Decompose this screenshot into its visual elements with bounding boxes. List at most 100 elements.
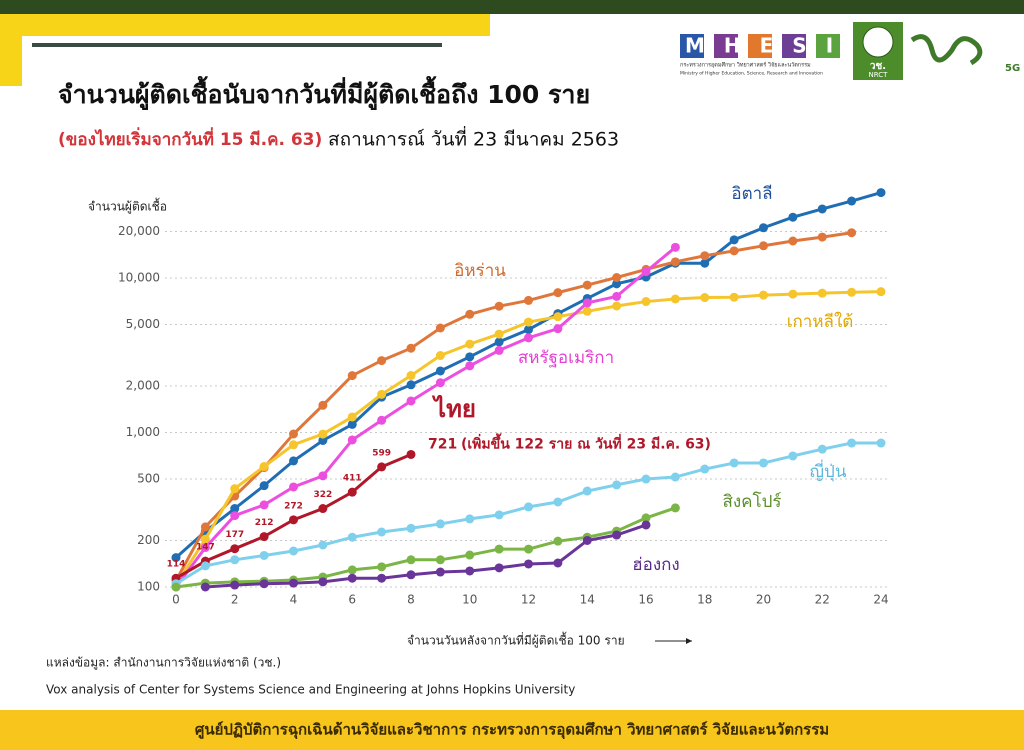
data-point [406, 570, 416, 580]
data-point [377, 562, 387, 572]
logo-box [782, 34, 806, 58]
data-point [494, 329, 504, 339]
data-point [553, 536, 563, 546]
data-point [377, 573, 387, 583]
data-label: 114 [167, 560, 186, 570]
data-point [524, 325, 533, 335]
data-label: 322 [313, 490, 332, 500]
data-point [494, 301, 504, 311]
data-point [670, 294, 680, 304]
data-point [259, 462, 269, 472]
data-point [700, 251, 710, 261]
data-point [759, 241, 768, 251]
data-point [612, 291, 622, 301]
data-point [582, 535, 592, 545]
data-point [729, 292, 739, 302]
footer-band [0, 710, 1024, 750]
x-tick-label: 4 [290, 593, 298, 607]
source-line: แหล่งข้อมูล: สำนักงานการวิจัยแห่งชาติ (ว… [46, 656, 281, 671]
data-point [435, 351, 445, 361]
data-point [318, 435, 328, 445]
data-point [406, 555, 416, 565]
data-point [259, 579, 269, 589]
data-point [259, 481, 269, 491]
data-point [230, 580, 240, 590]
data-point [406, 449, 416, 459]
subtitle: สถานการณ์ วันที่ 23 มีนาคม 2563 [328, 126, 619, 151]
x-tick-label: 10 [462, 593, 477, 607]
data-label: 212 [255, 518, 274, 528]
logo-5g: 5G [1005, 63, 1020, 74]
y-tick-label: 1,000 [126, 425, 160, 439]
annotation: (เพิ่มขึ้น 122 ราย ณ วันที่ 23 มี.ค. 63) [461, 432, 711, 452]
data-point [876, 438, 886, 448]
data-point [435, 555, 445, 565]
data-point [759, 223, 768, 233]
x-tick-label: 6 [348, 593, 356, 607]
y-tick-label: 20,000 [118, 224, 160, 238]
data-point [612, 480, 622, 490]
series-label: ญี่ปุ่น [810, 459, 847, 482]
logo-emblem [862, 26, 894, 58]
x-tick-label: 0 [172, 593, 180, 607]
data-point [347, 532, 357, 542]
data-point [494, 544, 504, 554]
data-point [817, 232, 827, 242]
x-tick-label: 12 [521, 593, 536, 607]
series-label: สหรัฐอเมริกา [518, 348, 614, 368]
x-tick-label: 22 [815, 593, 830, 607]
data-point [347, 573, 357, 583]
data-point [788, 236, 798, 246]
data-point [582, 306, 592, 316]
data-point [788, 451, 798, 461]
data-point [289, 578, 298, 588]
footer: ศูนย์ปฏิบัติการฉุกเฉินด้านวิจัยและวิชากา… [195, 721, 829, 740]
x-tick-label: 14 [580, 593, 595, 607]
title-rule [32, 43, 442, 47]
data-point [406, 371, 416, 381]
data-point [435, 378, 445, 388]
y-tick-label: 500 [137, 472, 160, 486]
data-point [670, 503, 680, 513]
data-point [406, 380, 416, 390]
logo-box [680, 34, 704, 58]
data-point [553, 497, 563, 507]
data-point [582, 280, 592, 290]
data-point [847, 287, 857, 297]
series-label: เกาหลีใต้ [787, 311, 854, 332]
data-point [465, 514, 475, 524]
subtitle-note: (ของไทยเริ่มจากวันที่ 15 มี.ค. 63) [58, 127, 322, 150]
logo-box [714, 34, 738, 58]
data-point [670, 242, 680, 252]
data-point [435, 519, 445, 529]
series-label: อิหร่าน [454, 261, 506, 281]
data-point [200, 561, 210, 571]
data-point [700, 258, 710, 268]
x-axis-arrow-head [686, 638, 692, 644]
data-point [347, 487, 357, 497]
data-point [318, 504, 328, 514]
data-point [200, 534, 210, 544]
data-point [347, 371, 357, 381]
data-point [641, 297, 651, 307]
data-point [524, 295, 533, 305]
data-point [230, 484, 240, 494]
data-point [670, 472, 680, 482]
data-point [318, 540, 328, 550]
data-point [847, 438, 857, 448]
data-point [406, 343, 416, 353]
data-point [612, 530, 622, 540]
data-point [759, 458, 768, 468]
data-point [759, 290, 768, 300]
y-tick-label: 200 [137, 533, 160, 547]
data-point [494, 345, 504, 355]
data-point [817, 204, 827, 214]
data-point [553, 558, 563, 568]
data-point [817, 288, 827, 298]
x-tick-label: 18 [697, 593, 712, 607]
data-point [171, 553, 181, 563]
data-point [435, 567, 445, 577]
data-point [612, 301, 622, 311]
data-point [406, 396, 416, 406]
